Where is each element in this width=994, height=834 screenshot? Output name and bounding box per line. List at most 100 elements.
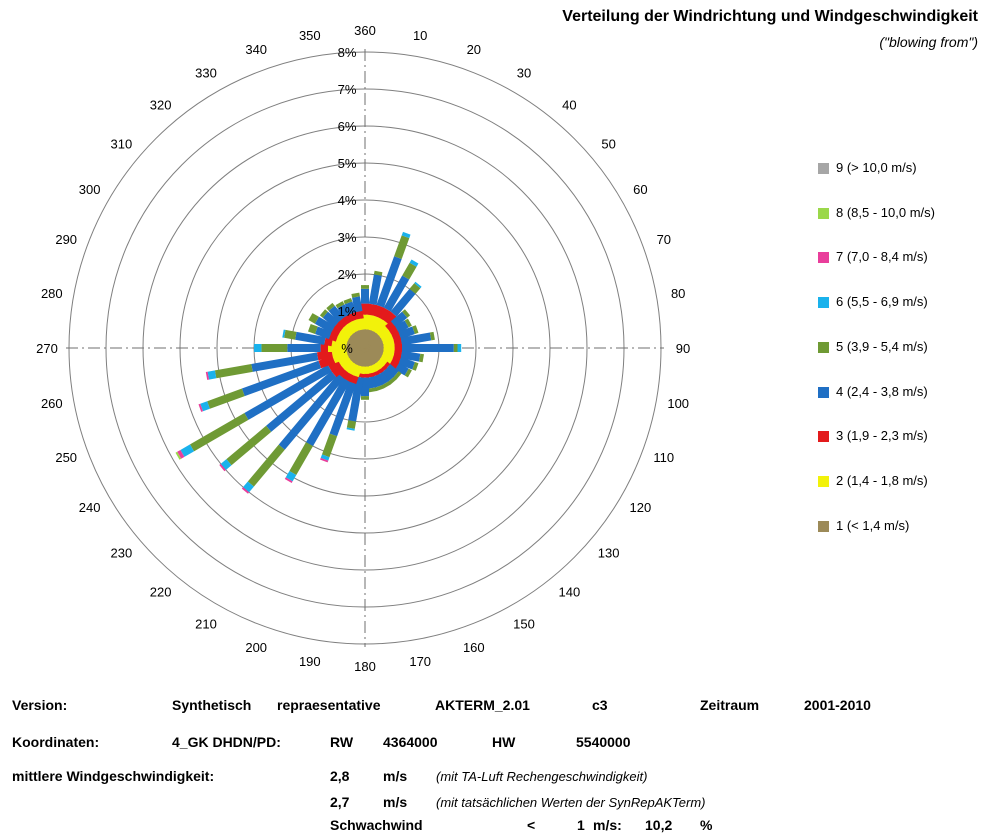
bar-280-class-6: [282, 329, 286, 338]
bar-130-class-4: [385, 364, 399, 378]
version-akterm: AKTERM_2.01: [435, 697, 530, 713]
chart-title: Verteilung der Windrichtung und Windgesc…: [562, 8, 978, 25]
bar-310-class-4: [322, 311, 340, 328]
bar-260-class-3: [316, 349, 333, 361]
zeitraum-label: Zeitraum: [700, 697, 760, 713]
bar-240-class-6: [180, 444, 194, 457]
bar-210-class-5: [289, 442, 313, 475]
bar-210-class-4: [306, 378, 350, 447]
direction-label-20: 20: [467, 42, 481, 57]
direction-label-230: 230: [111, 545, 133, 560]
bar-120-class-5: [404, 368, 412, 378]
bar-350-class-4: [352, 296, 363, 313]
bar-350-class-1: [357, 329, 369, 349]
bar-0-class-3: [361, 303, 369, 315]
bar-220-class-6: [243, 481, 254, 493]
legend-label: 2 (1,4 - 1,8 m/s): [836, 472, 928, 488]
bar-280-class-5: [284, 329, 297, 340]
bar-310-class-5: [319, 309, 328, 318]
schwachwind-percent: 10,2: [645, 817, 673, 833]
bar-260-class-7: [205, 371, 209, 380]
radial-tick-label: 8%: [338, 45, 357, 60]
bar-0-class-5: [361, 285, 369, 289]
legend-item: 3 (1,9 - 2,3 m/s): [818, 428, 988, 446]
bar-200-class-4: [329, 381, 357, 437]
bar-10-class-5: [373, 270, 383, 276]
direction-label-290: 290: [55, 232, 77, 247]
bar-260-class-5: [214, 364, 253, 379]
bar-250-class-7: [198, 403, 203, 412]
bar-20-class-5: [394, 235, 410, 259]
bar-30-class-3: [378, 307, 391, 322]
bar-90-class-4: [402, 344, 454, 352]
legend-swatch: [818, 297, 829, 309]
bar-320-class-5: [326, 302, 335, 311]
radial-tick-label: 6%: [338, 119, 357, 134]
direction-label-320: 320: [150, 97, 172, 112]
bar-70-class-4: [398, 326, 415, 340]
direction-label-80: 80: [671, 286, 685, 301]
legend-item: 9 (> 10,0 m/s): [818, 160, 988, 178]
bar-250-class-5: [207, 388, 245, 409]
bar-90-class-5: [453, 344, 458, 352]
bar-80-class-4: [400, 332, 432, 346]
schwachwind-value: 1: [577, 817, 585, 833]
direction-label-330: 330: [195, 66, 217, 81]
mittlere-label: mittlere Windgeschwindigkeit:: [12, 768, 215, 784]
legend-swatch: [818, 207, 829, 219]
bar-230-class-6: [220, 459, 232, 470]
direction-label-90: 90: [676, 341, 690, 356]
legend-label: 6 (5,5 - 6,9 m/s): [836, 294, 928, 310]
bar-110-class-5: [412, 362, 419, 371]
legend-label: 7 (7,0 - 8,4 m/s): [836, 249, 928, 265]
bar-220-class-4: [278, 373, 345, 450]
version-synthetisch: Synthetisch: [172, 697, 252, 713]
radial-tick-label: %: [341, 341, 353, 356]
legend-item: 6 (5,5 - 6,9 m/s): [818, 294, 988, 312]
bar-350-class-5: [351, 292, 360, 298]
bar-200-class-6: [320, 454, 330, 461]
bar-330-class-5: [335, 301, 345, 309]
direction-label-350: 350: [299, 28, 321, 43]
rw-label: RW: [330, 734, 354, 750]
radial-tick-label: 7%: [338, 82, 357, 97]
bar-150-class-4: [376, 371, 389, 386]
direction-label-220: 220: [150, 585, 172, 600]
bar-90-class-6: [457, 344, 462, 352]
bar-250-class-4: [241, 360, 322, 397]
direction-label-250: 250: [55, 450, 77, 465]
direction-label-10: 10: [413, 28, 427, 43]
bar-190-class-4: [348, 376, 364, 422]
direction-label-140: 140: [559, 585, 581, 600]
wind-rose-chart: % 1% 2% 3% 4% 5% 6% 7% 8% 360 10 20 30 40 50 60 70 80 90 10…: [36, 23, 690, 674]
bar-240-class-3: [327, 359, 342, 372]
bar-180-class-5: [361, 396, 369, 400]
legend-swatch: [818, 520, 829, 532]
speed-2-unit: m/s: [383, 794, 408, 810]
bar-200-class-7: [320, 457, 329, 463]
bar-50-class-5: [402, 309, 411, 318]
direction-label-180: 180: [354, 659, 376, 674]
direction-label-160: 160: [463, 640, 485, 655]
legend-item: 1 (< 1,4 m/s): [818, 518, 988, 536]
direction-label-260: 260: [41, 396, 63, 411]
direction-label-110: 110: [653, 450, 674, 465]
chart-subtitle: ("blowing from"): [879, 34, 978, 50]
bar-330-class-4: [337, 304, 350, 318]
direction-label-210: 210: [195, 616, 217, 631]
bar-80-class-5: [429, 331, 435, 341]
legend-item: 7 (7,0 - 8,4 m/s): [818, 249, 988, 267]
speed-1: 2,8: [330, 768, 350, 784]
bar-250-class-6: [200, 401, 210, 412]
bar-140-class-4: [381, 368, 395, 382]
direction-label-190: 190: [299, 654, 321, 669]
bar-270-class-4: [287, 344, 321, 352]
bar-350-class-3: [354, 310, 364, 320]
koordinaten-label: Koordinaten:: [12, 734, 100, 750]
speed-1-unit: m/s: [383, 768, 408, 784]
bar-30-class-2: [370, 317, 386, 334]
bar-280-class-4: [295, 331, 326, 345]
bar-250-class-3: [318, 355, 336, 369]
legend-swatch: [818, 475, 829, 487]
direction-label-300: 300: [79, 182, 101, 197]
